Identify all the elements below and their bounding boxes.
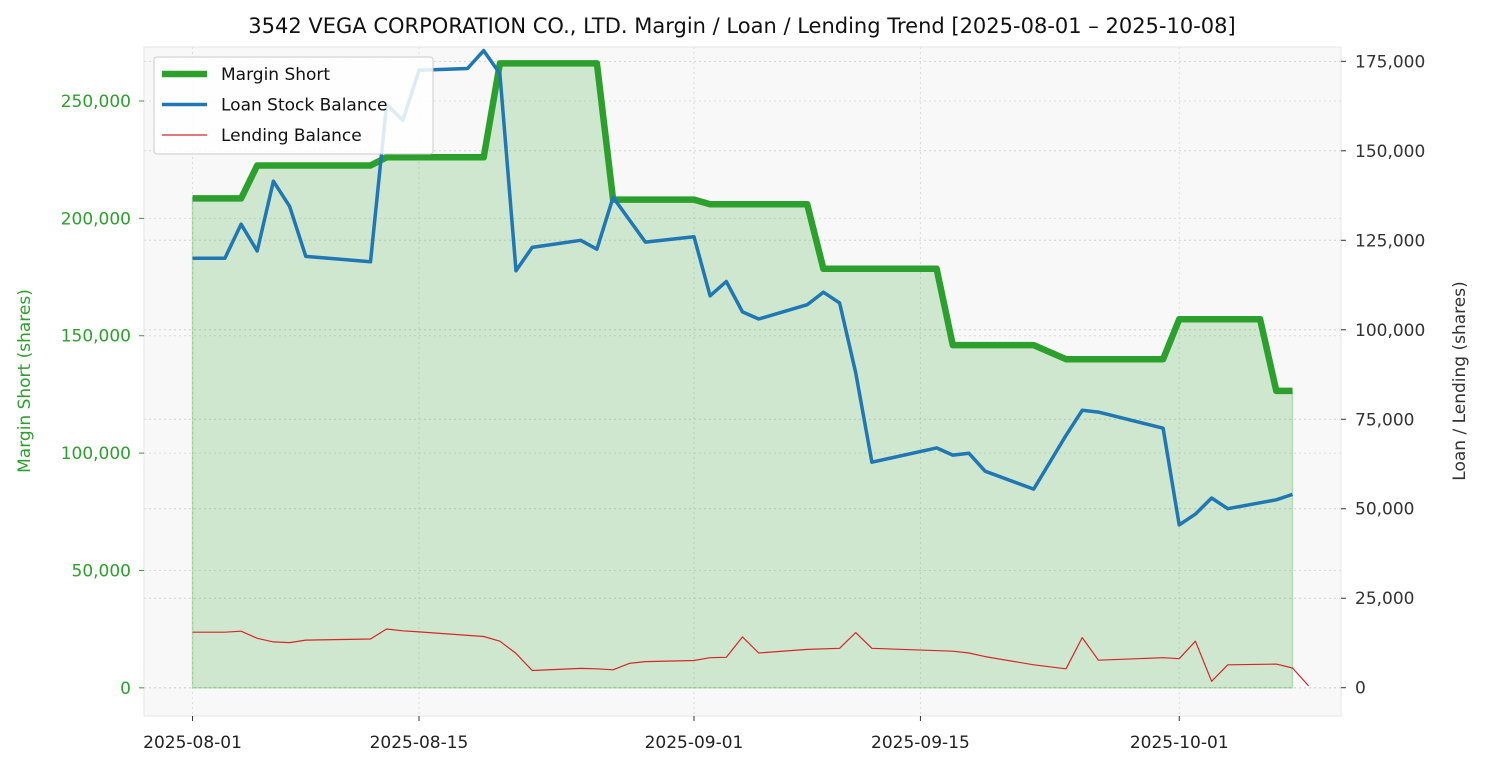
y-tick-label-right: 0 [1355, 679, 1366, 699]
x-tick-label: 2025-09-15 [871, 733, 970, 753]
y-tick-label-right: 50,000 [1355, 500, 1414, 520]
y-tick-label-right: 175,000 [1355, 52, 1425, 72]
y-axis-label-right: Loan / Lending (shares) [1450, 281, 1470, 480]
y-tick-label-left: 200,000 [61, 209, 131, 229]
series-layer [191, 48, 1310, 689]
legend-label: Loan Stock Balance [221, 96, 387, 116]
legend: Margin Short Loan Stock Balance Lending Ba… [153, 56, 434, 155]
x-tick-label: 2025-10-01 [1130, 733, 1229, 753]
y-tick-label-right: 125,000 [1355, 231, 1425, 251]
axes: 2025-08-01 2025-08-15 2025-09-01 2025-09-15… [61, 52, 1426, 753]
y-tick-label-right: 100,000 [1355, 321, 1425, 341]
y-tick-label-left: 50,000 [72, 561, 131, 581]
y-tick-label-left: 0 [120, 679, 131, 699]
y-axis-label-left: Margin Short (shares) [15, 289, 35, 473]
x-tick-label: 2025-08-15 [370, 733, 469, 753]
margin-short-line [192, 60, 1293, 395]
loan-stock-balance-line [192, 48, 1294, 527]
x-tick-label: 2025-08-01 [143, 733, 242, 753]
lending-balance-line [192, 628, 1310, 687]
y-tick-label-right: 150,000 [1355, 142, 1425, 162]
plot-area [144, 47, 1341, 716]
legend-box [153, 56, 434, 155]
y-tick-label-right: 25,000 [1355, 589, 1414, 609]
y-tick-label-right: 75,000 [1355, 410, 1414, 430]
y-tick-label-left: 100,000 [61, 444, 131, 464]
legend-label: Margin Short [221, 65, 330, 85]
y-tick-label-left: 250,000 [61, 92, 131, 112]
x-tick-label: 2025-09-01 [645, 733, 744, 753]
y-tick-label-left: 150,000 [61, 327, 131, 347]
legend-label: Lending Balance [221, 126, 362, 146]
chart-title: 3542 VEGA CORPORATION CO., LTD. Margin /… [248, 14, 1235, 38]
plot-frame [143, 46, 1342, 717]
